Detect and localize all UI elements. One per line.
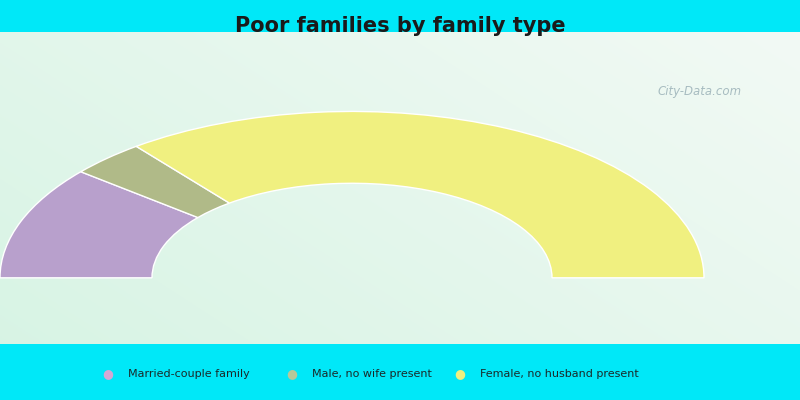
Text: ●: ● xyxy=(102,368,114,380)
Text: Married-couple family: Married-couple family xyxy=(128,369,250,379)
Text: Poor families by family type: Poor families by family type xyxy=(234,16,566,36)
Wedge shape xyxy=(0,172,198,278)
Text: ●: ● xyxy=(286,368,298,380)
Text: Male, no wife present: Male, no wife present xyxy=(312,369,432,379)
Text: Female, no husband present: Female, no husband present xyxy=(480,369,638,379)
Wedge shape xyxy=(136,112,704,278)
Text: City-Data.com: City-Data.com xyxy=(658,86,742,98)
Text: ●: ● xyxy=(454,368,466,380)
Wedge shape xyxy=(81,146,230,218)
